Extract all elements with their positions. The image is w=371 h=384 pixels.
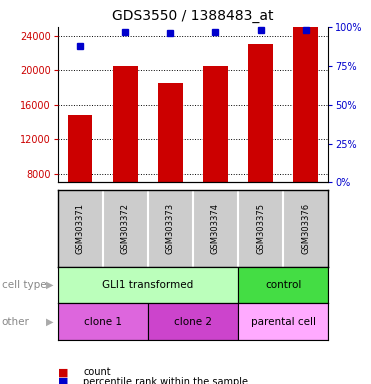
Bar (113, 66, 138, 182)
Text: control: control (265, 280, 301, 290)
Text: clone 1: clone 1 (83, 316, 122, 327)
Text: parental cell: parental cell (251, 316, 316, 327)
Text: GLI1 transformed: GLI1 transformed (102, 280, 193, 290)
Text: GSM303373: GSM303373 (166, 203, 175, 254)
Text: percentile rank within the sample: percentile rank within the sample (83, 377, 249, 384)
Text: GSM303375: GSM303375 (256, 203, 265, 254)
Bar (148, 303, 238, 340)
Bar (248, 44, 273, 182)
Bar (58, 303, 148, 340)
Bar (238, 267, 328, 303)
Bar (238, 303, 328, 340)
Title: GDS3550 / 1388483_at: GDS3550 / 1388483_at (112, 9, 274, 23)
Bar (158, 83, 183, 182)
Text: GSM303372: GSM303372 (121, 203, 130, 254)
Text: cell type: cell type (2, 280, 46, 290)
Text: count: count (83, 367, 111, 377)
Text: clone 2: clone 2 (174, 316, 212, 327)
Bar (58, 267, 238, 303)
Bar (68, 115, 92, 182)
Text: other: other (2, 316, 30, 327)
Text: ■: ■ (58, 377, 68, 384)
Text: GSM303376: GSM303376 (301, 203, 310, 254)
Bar (203, 66, 228, 182)
Text: ▶: ▶ (46, 280, 54, 290)
Text: GSM303371: GSM303371 (76, 203, 85, 254)
Bar (293, 5, 318, 182)
Text: ▶: ▶ (46, 316, 54, 327)
Text: ■: ■ (58, 367, 68, 377)
Text: GSM303374: GSM303374 (211, 203, 220, 254)
